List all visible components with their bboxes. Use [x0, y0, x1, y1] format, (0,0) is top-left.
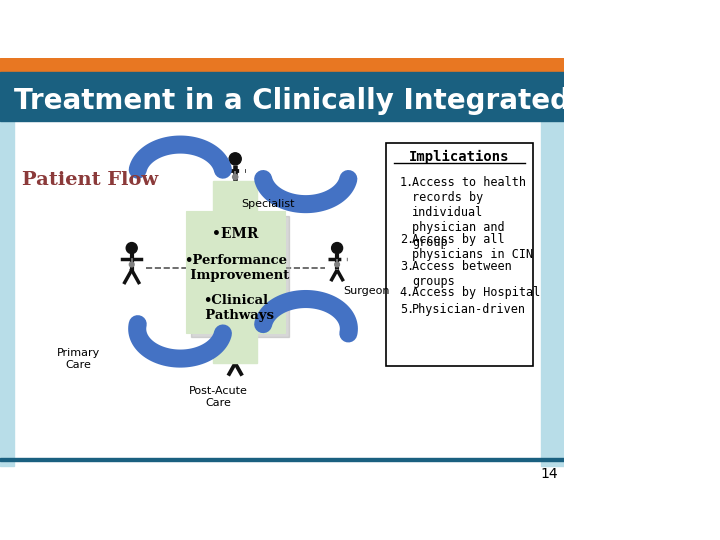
Text: Access to health
records by
individual
physician and
group: Access to health records by individual p…: [413, 176, 526, 249]
Text: Treatment in a Clinically Integrated Network: Treatment in a Clinically Integrated Net…: [14, 87, 712, 116]
Circle shape: [335, 262, 339, 267]
Bar: [0, 458, 564, 461]
Text: 3.: 3.: [400, 260, 414, 273]
Circle shape: [229, 333, 241, 345]
Bar: [213, 333, 257, 362]
Text: •EMR: •EMR: [212, 227, 258, 241]
Text: 4.: 4.: [400, 286, 414, 300]
Text: Access by Hospital: Access by Hospital: [413, 286, 541, 300]
Circle shape: [233, 355, 238, 360]
Bar: [191, 216, 289, 338]
Text: Access by all
physicians in CIN: Access by all physicians in CIN: [413, 233, 534, 261]
Bar: [186, 211, 284, 333]
Circle shape: [332, 242, 343, 254]
Text: 2.: 2.: [400, 233, 414, 246]
Circle shape: [233, 174, 238, 179]
Text: Patient Flow: Patient Flow: [22, 171, 158, 189]
Text: •Clinical
  Pathways: •Clinical Pathways: [196, 294, 274, 321]
Text: •Performance
  Improvement: •Performance Improvement: [181, 254, 289, 282]
Bar: [213, 181, 257, 214]
Text: Implications: Implications: [409, 150, 510, 164]
Text: Physician-driven: Physician-driven: [413, 303, 526, 316]
Text: 5.: 5.: [400, 303, 414, 316]
Bar: [386, 143, 533, 367]
Text: Specialist: Specialist: [241, 199, 295, 210]
Text: 1.: 1.: [400, 176, 414, 189]
Circle shape: [126, 242, 138, 254]
Bar: [541, 121, 564, 466]
Bar: [0, 58, 564, 72]
Circle shape: [229, 153, 241, 165]
Bar: [0, 121, 14, 466]
Bar: [0, 72, 564, 121]
Text: Access between
groups: Access between groups: [413, 260, 512, 288]
Text: Post-Acute
Care: Post-Acute Care: [189, 386, 248, 408]
Text: Surgeon: Surgeon: [343, 286, 390, 296]
Text: Primary
Care: Primary Care: [57, 348, 100, 370]
Circle shape: [130, 262, 134, 267]
Text: 14: 14: [540, 467, 557, 481]
